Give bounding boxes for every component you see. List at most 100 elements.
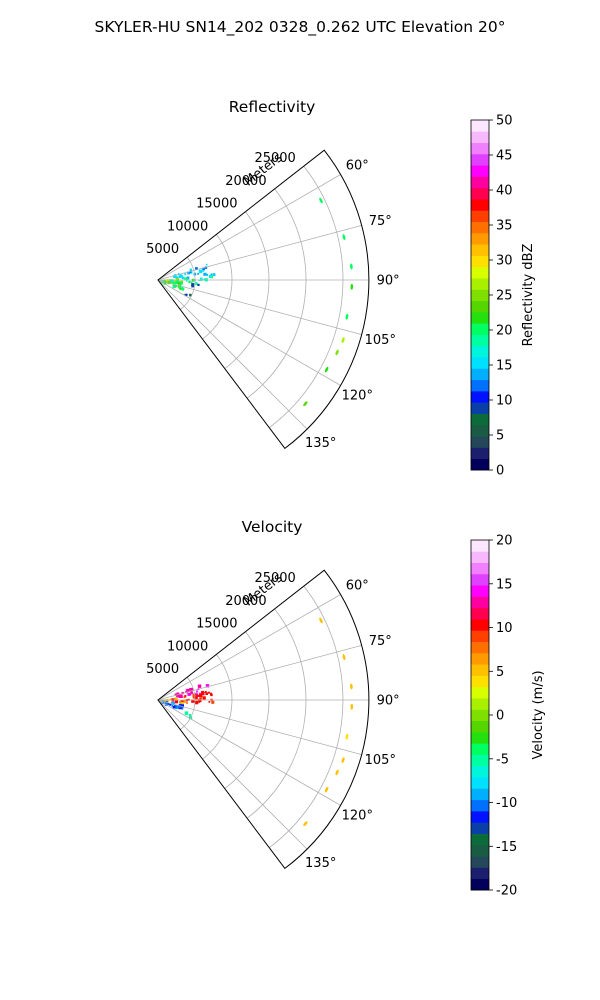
reflectivity-range-ring xyxy=(180,256,196,310)
reflectivity-echo-pixel xyxy=(174,280,177,283)
velocity-far-echo xyxy=(324,786,329,793)
velocity-colorbar-segment xyxy=(471,562,489,575)
velocity-colorbar-segment xyxy=(471,551,489,563)
reflectivity-echo-pixel xyxy=(174,281,177,284)
velocity-azimuth-spoke xyxy=(157,594,341,701)
velocity-echo-pixel xyxy=(199,693,203,697)
reflectivity-echo-pixel xyxy=(184,277,188,281)
velocity-colorbar-segment xyxy=(471,720,489,733)
velocity-echo-pixel xyxy=(169,703,172,706)
velocity-echo-pixel xyxy=(197,684,202,688)
reflectivity-sector-outline xyxy=(157,149,370,450)
velocity-colorbar-tick-label: 15 xyxy=(496,577,513,592)
reflectivity-echo-pixel xyxy=(177,281,180,284)
velocity-colorbar-segment xyxy=(471,765,489,778)
reflectivity-colorbar-segment xyxy=(471,447,489,460)
velocity-azimuth-spoke xyxy=(157,699,362,755)
velocity-colorbar: -20 -15 -10 -5 0 5 10 15 20 xyxy=(470,534,517,899)
reflectivity-colorbar-segment xyxy=(471,210,489,223)
velocity-echo-pixel xyxy=(183,700,187,703)
reflectivity-range-ring xyxy=(246,188,307,399)
reflectivity-colorbar-segment xyxy=(471,300,489,313)
reflectivity-colorbar-segment xyxy=(471,199,489,211)
reflectivity-echo-pixel xyxy=(194,282,198,285)
reflectivity-echo-pixel xyxy=(178,274,183,278)
velocity-far-echo xyxy=(335,769,339,776)
velocity-range-tick-label: 15000 xyxy=(196,617,237,632)
reflectivity-azimuth-tick-label: 90° xyxy=(377,274,400,289)
reflectivity-echo-pixel xyxy=(203,272,207,276)
velocity-echo-pixel xyxy=(196,690,199,693)
velocity-azimuth-spoke xyxy=(157,645,362,701)
reflectivity-echo-pixel xyxy=(200,277,203,281)
velocity-colorbar-tick-label: -10 xyxy=(496,796,517,811)
velocity-colorbar-segment xyxy=(471,867,489,880)
reflectivity-colorbar-segment xyxy=(471,153,489,166)
velocity-echo-pixel xyxy=(169,698,172,701)
velocity-range-ring xyxy=(224,631,270,789)
reflectivity-colorbar-segment xyxy=(471,187,489,200)
reflectivity-echo-pixel xyxy=(181,286,184,289)
reflectivity-echo-pixel xyxy=(179,281,183,285)
velocity-azimuth-spoke xyxy=(157,699,341,806)
velocity-echo-pixel xyxy=(201,692,205,696)
velocity-echo-pixel xyxy=(190,692,193,694)
reflectivity-far-echo xyxy=(350,283,354,290)
reflectivity-colorbar-tick-label: 35 xyxy=(496,219,513,234)
reflectivity-range-tick-label: 15000 xyxy=(196,197,237,212)
reflectivity-colorbar-segment xyxy=(471,390,489,403)
velocity-colorbar-segment xyxy=(471,822,489,834)
velocity-echo-pixel xyxy=(204,690,207,693)
reflectivity-echo-pixel xyxy=(202,267,205,271)
reflectivity-colorbar-segment xyxy=(471,334,489,347)
reflectivity-echo-pixel xyxy=(206,273,208,276)
velocity-colorbar-segment xyxy=(471,856,489,868)
reflectivity-echo-pixel xyxy=(161,281,164,284)
reflectivity-range-ring xyxy=(224,211,270,369)
velocity-colorbar-tick-label: 0 xyxy=(496,709,504,724)
velocity-azimuth-spoke xyxy=(157,699,308,850)
velocity-colorbar-segment xyxy=(471,585,489,597)
velocity-echo-pixel xyxy=(171,701,175,705)
velocity-echo-pixel xyxy=(172,705,176,709)
reflectivity-azimuth-tick-label: 75° xyxy=(369,214,392,229)
velocity-colorbar-segment xyxy=(471,540,489,552)
velocity-echo-pixel xyxy=(205,692,208,695)
velocity-colorbar-tick-label: 10 xyxy=(496,621,513,636)
velocity-echo-pixel xyxy=(174,697,176,700)
velocity-echo-pixel xyxy=(179,694,183,698)
reflectivity-echo-pixel xyxy=(213,274,215,276)
reflectivity-echo-pixel xyxy=(188,280,191,284)
velocity-range-tick-label: 5000 xyxy=(146,662,179,677)
reflectivity-echo-pixel xyxy=(210,273,213,276)
velocity-colorbar-segment xyxy=(471,698,489,710)
velocity-far-echo xyxy=(341,757,345,763)
reflectivity-colorbar-segment xyxy=(471,232,489,245)
reflectivity-range-tick-label: 5000 xyxy=(146,242,179,257)
reflectivity-colorbar-tick-label: 20 xyxy=(496,324,513,339)
velocity-azimuth-tick-label: 60° xyxy=(346,578,369,593)
velocity-far-echo xyxy=(342,654,346,661)
reflectivity-colorbar-segment xyxy=(471,142,489,155)
reflectivity-colorbar-segment xyxy=(471,131,489,143)
reflectivity-colorbar-segment xyxy=(471,357,489,369)
reflectivity-colorbar-tick-label: 5 xyxy=(496,429,504,444)
velocity-colorbar-segment xyxy=(471,664,489,676)
reflectivity-far-echo xyxy=(335,349,339,356)
velocity-colorbar-tick-label: -5 xyxy=(496,752,509,767)
velocity-echo-pixel xyxy=(164,702,169,706)
velocity-azimuth-tick-label: 90° xyxy=(377,694,400,709)
velocity-echo-pixel xyxy=(186,702,188,704)
reflectivity-colorbar-segment xyxy=(471,402,489,414)
velocity-colorbar-segment xyxy=(471,619,489,631)
velocity-range-tick-label: 10000 xyxy=(167,639,208,654)
velocity-echo-pixel xyxy=(192,693,196,697)
reflectivity-azimuth-spoke xyxy=(157,279,362,335)
velocity-colorbar-segment xyxy=(471,652,489,665)
velocity-echo-pixel xyxy=(167,703,170,705)
reflectivity-echo-pixel xyxy=(187,276,190,279)
velocity-range-ring xyxy=(180,676,196,730)
velocity-colorbar-tick-label: 20 xyxy=(496,534,513,549)
reflectivity-echo-pixel xyxy=(189,268,193,271)
